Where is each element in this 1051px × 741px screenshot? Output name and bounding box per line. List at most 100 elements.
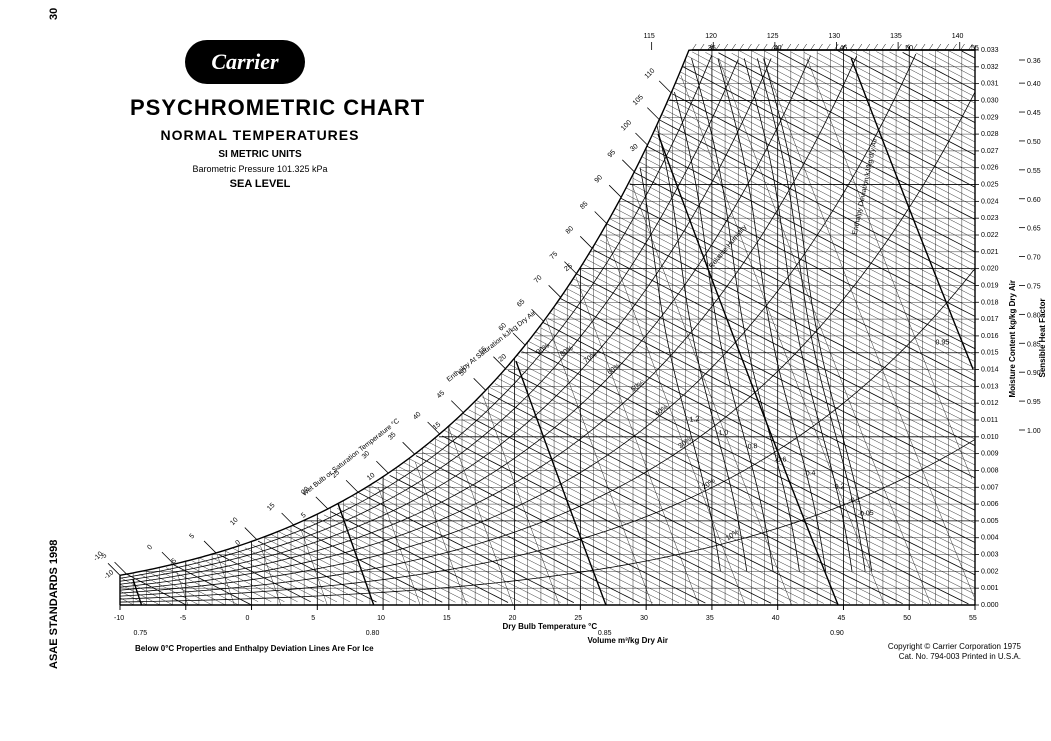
svg-text:0.014: 0.014 [981, 367, 999, 374]
svg-text:15: 15 [432, 421, 443, 431]
svg-text:130: 130 [828, 33, 840, 40]
svg-text:Wet Bulb or Saturation Tempera: Wet Bulb or Saturation Temperature °C [300, 417, 400, 498]
svg-text:0.65: 0.65 [1027, 226, 1041, 233]
svg-text:-0.6: -0.6 [774, 456, 787, 464]
svg-text:0.95: 0.95 [936, 339, 950, 346]
svg-text:0.75: 0.75 [134, 630, 148, 637]
svg-text:100: 100 [620, 119, 633, 132]
svg-text:0.016: 0.016 [981, 333, 999, 340]
svg-text:10: 10 [229, 516, 240, 527]
svg-text:15: 15 [443, 615, 451, 622]
svg-text:110: 110 [644, 67, 657, 80]
svg-text:-0.1: -0.1 [848, 497, 861, 505]
svg-text:115: 115 [644, 33, 655, 40]
psychrometric-chart: -10-50510152025303540455055Dry Bulb Temp… [0, 0, 1051, 741]
svg-text:-5: -5 [180, 615, 186, 622]
svg-text:0.005: 0.005 [981, 518, 999, 525]
svg-text:0.019: 0.019 [981, 282, 999, 289]
svg-text:0.020: 0.020 [981, 266, 999, 273]
svg-text:Relative Humidity: Relative Humidity [708, 223, 749, 270]
svg-text:0.027: 0.027 [981, 148, 999, 155]
svg-text:-0.2: -0.2 [832, 483, 845, 491]
svg-text:-10: -10 [103, 569, 115, 581]
svg-text:75: 75 [549, 251, 560, 262]
svg-text:0.021: 0.021 [981, 249, 999, 256]
svg-text:0.022: 0.022 [981, 232, 999, 239]
svg-text:0.032: 0.032 [981, 64, 999, 71]
svg-text:0.025: 0.025 [981, 182, 999, 189]
svg-text:55: 55 [971, 45, 979, 52]
svg-text:-1.2: -1.2 [687, 416, 700, 424]
svg-text:90: 90 [594, 174, 605, 185]
svg-text:10: 10 [366, 472, 377, 482]
svg-text:0.40: 0.40 [1027, 81, 1041, 88]
svg-text:135: 135 [890, 33, 902, 40]
svg-text:Sensible Heat Factor: Sensible Heat Factor [1038, 298, 1047, 377]
svg-text:0.004: 0.004 [981, 535, 999, 542]
svg-text:20: 20 [509, 615, 517, 622]
svg-text:45: 45 [837, 615, 845, 622]
svg-text:0.029: 0.029 [981, 114, 999, 121]
svg-text:50: 50 [903, 615, 911, 622]
svg-text:120: 120 [705, 33, 717, 40]
svg-text:25: 25 [574, 615, 582, 622]
svg-text:65: 65 [516, 298, 527, 309]
svg-text:Volume m³/kg Dry Air: Volume m³/kg Dry Air [588, 636, 668, 645]
svg-text:0.018: 0.018 [981, 299, 999, 306]
svg-text:0.001: 0.001 [981, 585, 999, 592]
svg-text:0.45: 0.45 [1027, 110, 1041, 117]
svg-text:0.033: 0.033 [981, 47, 999, 54]
svg-text:0.028: 0.028 [981, 131, 999, 138]
svg-text:0.013: 0.013 [981, 383, 999, 390]
svg-text:0.90: 0.90 [830, 630, 844, 637]
svg-text:0.003: 0.003 [981, 552, 999, 559]
svg-text:30: 30 [640, 615, 648, 622]
svg-text:0.60: 0.60 [1027, 197, 1041, 204]
svg-text:0.030: 0.030 [981, 97, 999, 104]
svg-text:140: 140 [952, 33, 964, 40]
svg-text:85: 85 [579, 200, 590, 211]
svg-text:10: 10 [377, 615, 385, 622]
svg-text:0.012: 0.012 [981, 400, 999, 407]
svg-text:Dry Bulb Temperature °C: Dry Bulb Temperature °C [503, 622, 598, 631]
svg-text:-0.05: -0.05 [857, 510, 874, 518]
svg-text:0.026: 0.026 [981, 165, 999, 172]
svg-text:35: 35 [706, 615, 714, 622]
svg-text:0.011: 0.011 [981, 417, 998, 424]
page: 30 ASAE STANDARDS 1998 Carrier PSYCHROME… [0, 0, 1051, 741]
svg-text:-1.0: -1.0 [716, 429, 729, 437]
svg-text:5: 5 [311, 615, 315, 622]
svg-text:0.017: 0.017 [981, 316, 999, 323]
svg-text:125: 125 [767, 33, 779, 40]
svg-text:95: 95 [607, 149, 618, 160]
svg-text:0.50: 0.50 [1027, 139, 1041, 146]
svg-text:0.002: 0.002 [981, 568, 999, 575]
svg-text:0.55: 0.55 [1027, 168, 1041, 175]
svg-text:0.000: 0.000 [981, 602, 999, 609]
svg-text:0.75: 0.75 [1027, 283, 1041, 290]
svg-text:0: 0 [246, 615, 250, 622]
svg-text:-10: -10 [114, 615, 124, 622]
svg-text:0.95: 0.95 [1027, 399, 1041, 406]
svg-text:0: 0 [146, 544, 154, 552]
svg-text:0.023: 0.023 [981, 215, 999, 222]
svg-text:60%: 60% [606, 363, 621, 377]
svg-text:40: 40 [774, 45, 782, 52]
svg-text:45: 45 [436, 390, 447, 401]
svg-text:105: 105 [632, 94, 645, 107]
svg-text:0.006: 0.006 [981, 501, 999, 508]
svg-text:0.024: 0.024 [981, 198, 999, 205]
svg-text:40: 40 [412, 411, 423, 422]
svg-text:0.80: 0.80 [366, 630, 380, 637]
svg-text:55: 55 [969, 615, 977, 622]
svg-text:25: 25 [563, 263, 574, 273]
svg-text:15: 15 [266, 502, 277, 513]
svg-text:-0.8: -0.8 [745, 443, 758, 451]
svg-text:0.010: 0.010 [981, 434, 999, 441]
svg-text:-0.4: -0.4 [803, 470, 816, 478]
svg-text:40: 40 [772, 615, 780, 622]
svg-text:0.36: 0.36 [1027, 58, 1041, 65]
svg-text:0.031: 0.031 [981, 81, 999, 88]
svg-text:5: 5 [188, 533, 196, 541]
svg-text:80: 80 [565, 225, 576, 236]
